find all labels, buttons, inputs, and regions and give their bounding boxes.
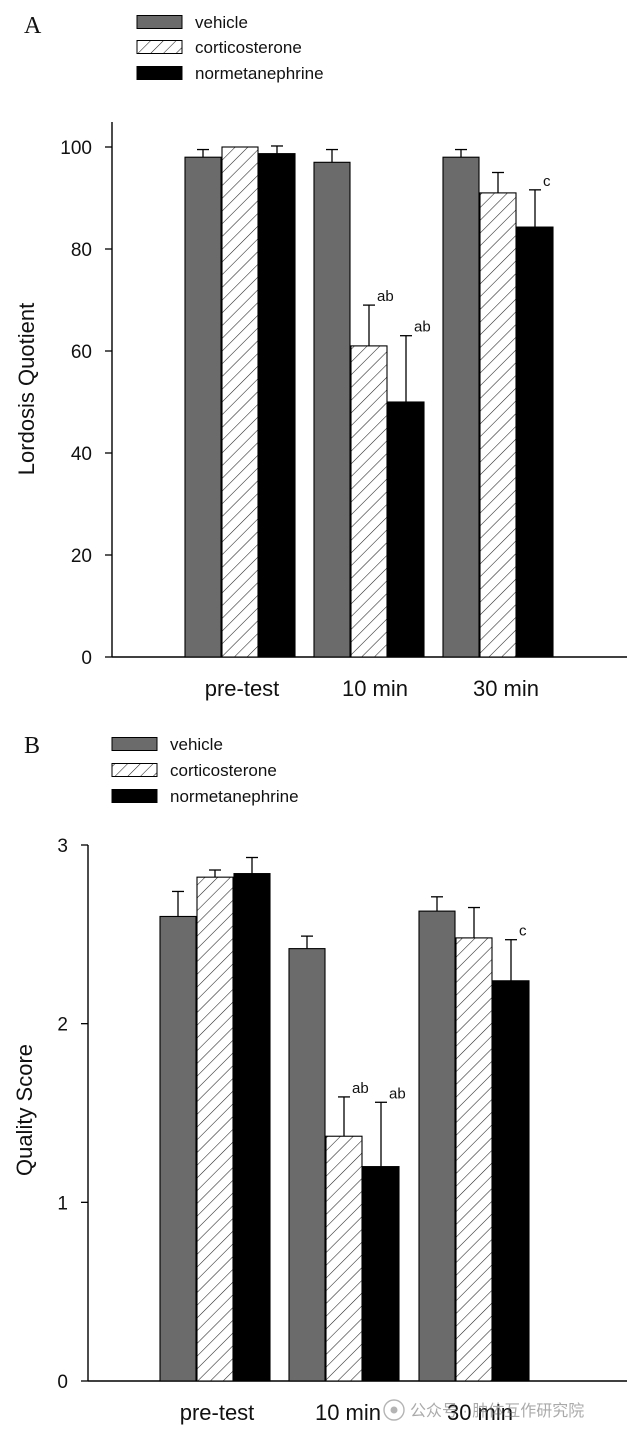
legend-swatch-black xyxy=(136,66,183,80)
y-tick-label: 20 xyxy=(71,546,92,567)
bar-black xyxy=(516,226,554,658)
legend-swatch-hatch xyxy=(111,763,158,777)
legend-label: normetanephrine xyxy=(170,787,299,806)
significance-label: ab xyxy=(389,1085,406,1102)
watermark-logo-icon xyxy=(383,1399,405,1421)
legend-swatch-black xyxy=(111,789,158,803)
y-tick-label: 3 xyxy=(57,836,68,857)
legend-swatch-hatch xyxy=(136,40,183,54)
x-category-label: 10 min xyxy=(342,676,408,701)
significance-label: ab xyxy=(377,288,394,305)
legend-swatch-gray xyxy=(136,15,183,29)
y-tick-label: 100 xyxy=(60,138,92,159)
y-tick-label: 0 xyxy=(57,1372,68,1393)
bar-gray xyxy=(442,156,480,658)
significance-label: c xyxy=(543,173,551,190)
y-axis-label: Quality Score xyxy=(12,1044,37,1176)
legend-label: vehicle xyxy=(170,735,223,754)
x-category-label: pre-test xyxy=(205,676,280,701)
panel-letter: B xyxy=(24,733,40,759)
x-category-label: 30 min xyxy=(447,1400,513,1425)
y-tick-label: 1 xyxy=(57,1193,68,1214)
bar-hatch xyxy=(196,876,234,1382)
legend-label: vehicle xyxy=(195,13,248,32)
panel-letter: A xyxy=(24,13,42,39)
watermark-logo-dot xyxy=(390,1406,398,1414)
bar-black xyxy=(387,401,425,658)
watermark: 公众号 · 肿体互作研究院 xyxy=(383,1399,584,1421)
bar-black xyxy=(258,153,296,658)
bar-hatch xyxy=(479,192,517,658)
bar-hatch xyxy=(455,937,493,1382)
legend-label: normetanephrine xyxy=(195,64,324,83)
y-tick-label: 60 xyxy=(71,342,92,363)
y-axis-label: Lordosis Quotient xyxy=(14,303,39,475)
legend-swatch-gray xyxy=(111,737,158,751)
y-tick-label: 0 xyxy=(81,648,92,669)
bar-black xyxy=(233,873,271,1382)
bar-gray xyxy=(288,948,326,1382)
y-tick-label: 2 xyxy=(57,1015,68,1036)
bar-hatch xyxy=(350,345,388,658)
bar-gray xyxy=(159,915,197,1382)
x-category-label: 30 min xyxy=(473,676,539,701)
legend-label: corticosterone xyxy=(195,38,302,57)
bar-black xyxy=(492,980,530,1382)
bar-hatch xyxy=(325,1135,363,1382)
legend-label: corticosterone xyxy=(170,761,277,780)
watermark-text: 公众号 · 肿体互作研究院 xyxy=(410,1402,584,1420)
bar-gray xyxy=(313,161,351,658)
y-tick-label: 40 xyxy=(71,444,92,465)
y-tick-label: 80 xyxy=(71,240,92,261)
significance-label: c xyxy=(519,923,527,940)
bar-gray xyxy=(418,910,456,1382)
bar-gray xyxy=(184,156,222,658)
x-category-label: 10 min xyxy=(315,1400,381,1425)
significance-label: ab xyxy=(352,1080,369,1097)
x-category-label: pre-test xyxy=(180,1400,255,1425)
significance-label: ab xyxy=(414,319,431,336)
bar-black xyxy=(362,1166,400,1382)
bar-hatch xyxy=(221,146,259,658)
